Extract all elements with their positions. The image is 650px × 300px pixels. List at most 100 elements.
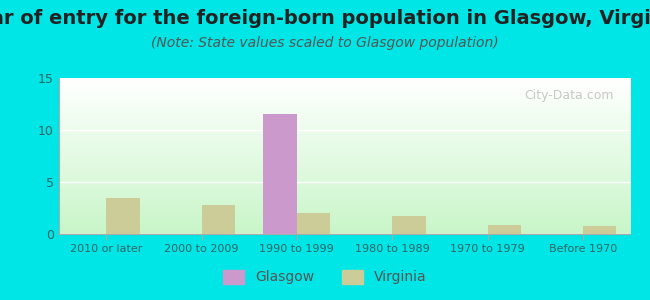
Bar <box>58 232 630 234</box>
Bar <box>58 150 630 151</box>
Bar <box>58 175 630 176</box>
Bar <box>106 198 140 234</box>
Bar <box>58 83 630 84</box>
Bar <box>58 94 630 95</box>
Bar <box>58 161 630 162</box>
Bar <box>58 106 630 108</box>
Bar <box>58 167 630 169</box>
Bar <box>58 186 630 187</box>
Bar <box>58 130 630 131</box>
Bar <box>202 205 235 234</box>
Bar <box>58 78 630 80</box>
Bar <box>58 220 630 221</box>
Bar <box>58 103 630 104</box>
Bar <box>58 214 630 215</box>
Bar <box>58 192 630 194</box>
Bar <box>58 228 630 229</box>
Bar <box>58 114 630 116</box>
Bar <box>58 91 630 92</box>
Bar <box>58 101 630 103</box>
Bar <box>58 145 630 147</box>
Bar <box>58 203 630 204</box>
Bar <box>58 217 630 218</box>
Bar <box>583 226 616 234</box>
Bar <box>58 215 630 217</box>
Bar <box>58 111 630 112</box>
Bar <box>58 148 630 150</box>
Bar <box>58 104 630 106</box>
Bar <box>58 182 630 184</box>
Bar <box>58 134 630 136</box>
Bar <box>58 142 630 143</box>
Bar <box>58 187 630 189</box>
Bar <box>58 131 630 133</box>
Bar <box>58 179 630 181</box>
Bar <box>58 98 630 100</box>
Bar <box>58 92 630 94</box>
Legend: Glasgow, Virginia: Glasgow, Virginia <box>218 264 432 290</box>
Bar <box>58 81 630 83</box>
Bar <box>58 116 630 117</box>
Bar <box>58 200 630 201</box>
Bar <box>58 218 630 220</box>
Bar <box>58 176 630 178</box>
Bar <box>58 198 630 200</box>
Bar <box>58 87 630 89</box>
Bar <box>58 122 630 123</box>
Bar <box>58 209 630 211</box>
Bar <box>58 125 630 126</box>
Bar <box>58 151 630 153</box>
Bar <box>58 204 630 206</box>
Bar <box>58 159 630 161</box>
Bar <box>58 221 630 223</box>
Bar <box>58 86 630 87</box>
Bar <box>58 84 630 86</box>
Bar <box>58 195 630 196</box>
Bar <box>58 126 630 128</box>
Bar <box>58 225 630 226</box>
Bar <box>297 213 330 234</box>
Bar <box>58 196 630 198</box>
Bar <box>58 162 630 164</box>
Bar <box>58 231 630 232</box>
Bar <box>58 212 630 214</box>
Bar <box>58 206 630 208</box>
Bar <box>58 211 630 212</box>
Bar <box>58 190 630 192</box>
Bar <box>263 114 297 234</box>
Bar <box>58 147 630 148</box>
Bar <box>58 181 630 182</box>
Bar <box>58 139 630 140</box>
Bar <box>58 223 630 225</box>
Bar <box>58 156 630 158</box>
Bar <box>58 108 630 109</box>
Bar <box>488 225 521 234</box>
Bar <box>58 201 630 203</box>
Bar <box>58 169 630 170</box>
Bar <box>58 112 630 114</box>
Bar <box>58 117 630 118</box>
Bar <box>58 97 630 98</box>
Bar <box>58 136 630 137</box>
Bar <box>58 137 630 139</box>
Bar <box>58 172 630 173</box>
Bar <box>58 208 630 209</box>
Bar <box>58 226 630 228</box>
Bar <box>392 216 426 234</box>
Bar <box>58 140 630 142</box>
Bar <box>58 173 630 175</box>
Bar <box>58 143 630 145</box>
Bar <box>58 170 630 172</box>
Bar <box>58 189 630 190</box>
Bar <box>58 80 630 81</box>
Bar <box>58 133 630 134</box>
Bar <box>58 109 630 111</box>
Bar <box>58 100 630 101</box>
Bar <box>58 178 630 179</box>
Bar <box>58 158 630 159</box>
Text: (Note: State values scaled to Glasgow population): (Note: State values scaled to Glasgow po… <box>151 36 499 50</box>
Bar <box>58 128 630 130</box>
Bar <box>58 123 630 125</box>
Bar <box>58 194 630 195</box>
Bar <box>58 229 630 231</box>
